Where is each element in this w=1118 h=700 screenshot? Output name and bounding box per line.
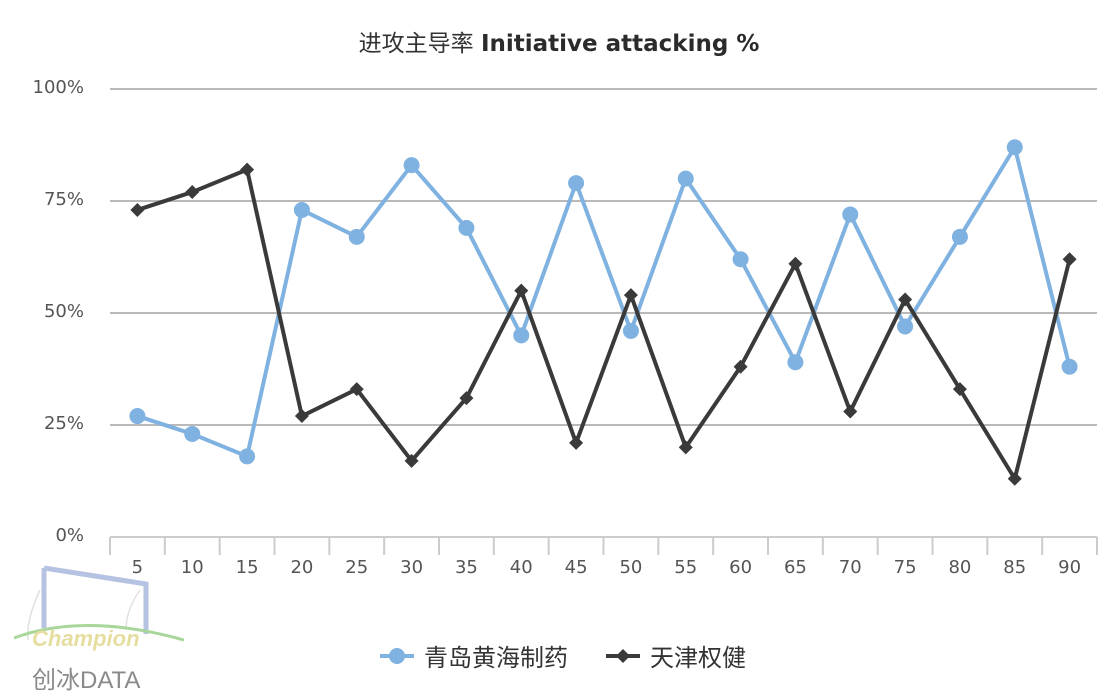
y-tick-label: 50%: [43, 301, 84, 322]
data-point[interactable]: [622, 322, 639, 339]
logo-brand: Champion: [32, 626, 140, 651]
x-tick-label: 30: [400, 557, 424, 578]
data-point[interactable]: [513, 327, 530, 344]
legend-item-series-1[interactable]: 青岛黄海制药: [380, 638, 568, 673]
data-point[interactable]: [843, 404, 858, 419]
legend: 青岛黄海制药 天津权健: [380, 638, 784, 673]
legend-item-series-2[interactable]: 天津权健: [606, 638, 746, 673]
data-point[interactable]: [897, 318, 914, 335]
data-point[interactable]: [568, 175, 585, 192]
series-line-2: [136, 167, 1072, 481]
data-point[interactable]: [1061, 358, 1078, 375]
chart-title-cn: 进攻主导率: [358, 31, 474, 57]
circle-marker-icon: [380, 647, 414, 664]
data-point[interactable]: [403, 157, 420, 174]
x-tick-label: 15: [235, 557, 259, 578]
legend-label-series-1: 青岛黄海制药: [424, 644, 568, 672]
data-point[interactable]: [239, 448, 256, 465]
data-point[interactable]: [1062, 252, 1077, 267]
data-point[interactable]: [732, 251, 749, 268]
y-tick-label: 75%: [43, 189, 84, 210]
legend-label-series-2: 天津权健: [650, 644, 746, 672]
x-tick-label: 20: [290, 557, 314, 578]
champion-logo-icon: [14, 565, 184, 642]
data-point[interactable]: [459, 391, 474, 406]
data-point[interactable]: [951, 228, 968, 245]
data-point[interactable]: [349, 382, 364, 397]
chart-title-en: Initiative attacking %: [480, 31, 760, 57]
x-tick-label: 25: [345, 557, 369, 578]
y-tick-label: 25%: [43, 413, 84, 434]
data-point[interactable]: [842, 206, 859, 223]
data-point[interactable]: [898, 292, 913, 307]
x-tick-label: 75: [893, 557, 917, 578]
data-point[interactable]: [294, 409, 309, 424]
x-tick-label: 55: [674, 557, 698, 578]
data-point[interactable]: [952, 382, 967, 397]
data-point[interactable]: [458, 219, 475, 236]
x-tick-label: 45: [564, 557, 588, 578]
data-point[interactable]: [240, 162, 255, 177]
data-point[interactable]: [787, 354, 804, 371]
chart-title: 进攻主导率 Initiative attacking %: [0, 24, 1118, 58]
data-point[interactable]: [293, 201, 310, 218]
y-tick-label: 0%: [55, 525, 84, 546]
x-tick-label: 65: [783, 557, 807, 578]
data-point[interactable]: [677, 170, 694, 187]
y-tick-label: 100%: [32, 77, 84, 98]
data-point[interactable]: [404, 453, 419, 468]
data-point[interactable]: [733, 359, 748, 374]
data-point[interactable]: [569, 435, 584, 450]
x-tick-label: 80: [948, 557, 972, 578]
data-point[interactable]: [348, 228, 365, 245]
data-point[interactable]: [184, 425, 201, 442]
x-tick-label: 85: [1003, 557, 1027, 578]
x-tick-label: 40: [509, 557, 533, 578]
x-tick-label: 50: [619, 557, 643, 578]
data-point[interactable]: [623, 288, 638, 303]
x-tick-label: 60: [729, 557, 753, 578]
data-point[interactable]: [130, 202, 145, 217]
diamond-marker-icon: [606, 648, 640, 663]
data-point[interactable]: [514, 283, 529, 298]
data-point[interactable]: [788, 256, 803, 271]
x-tick-label: 35: [454, 557, 478, 578]
data-point[interactable]: [1006, 139, 1023, 156]
data-point[interactable]: [129, 408, 146, 425]
x-tick-label: 70: [838, 557, 862, 578]
data-point[interactable]: [1007, 471, 1022, 486]
data-point[interactable]: [185, 185, 200, 200]
logo-text: 创冰DATA: [32, 667, 141, 694]
x-tick-label: 10: [180, 557, 204, 578]
x-tick-label: 5: [131, 557, 144, 578]
data-point[interactable]: [678, 440, 693, 455]
x-tick-label: 90: [1058, 557, 1082, 578]
